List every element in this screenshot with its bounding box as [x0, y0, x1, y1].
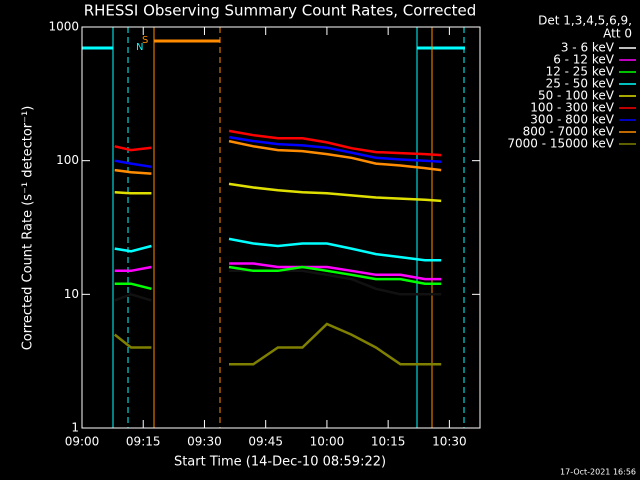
x-tick-label: 09:45 — [248, 435, 283, 449]
legend-label: 50 - 100 keV — [538, 89, 615, 103]
series-line — [114, 129, 442, 157]
y-tick-label: 100 — [56, 153, 79, 167]
y-tick-label: 1 — [71, 421, 79, 435]
legend-label: 12 - 25 keV — [546, 65, 615, 79]
x-axis-label: Start Time (14-Dec-10 08:59:22) — [174, 455, 386, 470]
series-line — [114, 262, 442, 281]
legend-header: Att 0 — [603, 27, 632, 41]
plot-frame — [81, 26, 481, 429]
y-axis-label: Corrected Count Rate (s⁻¹ detector⁻¹) — [21, 106, 36, 351]
y-tick-label: 10 — [64, 287, 79, 301]
annotation: N — [136, 42, 143, 53]
x-tick-label: 10:30 — [432, 435, 467, 449]
legend-label: 7000 - 15000 keV — [507, 137, 614, 151]
y-tick-label: 1000 — [48, 20, 79, 34]
legend-label: 25 - 50 keV — [546, 77, 615, 91]
legend-header: Det 1,3,4,5,6,9, — [538, 14, 632, 28]
legend-label: 300 - 800 keV — [530, 113, 614, 127]
flags: S N — [82, 27, 465, 428]
footer: 17-Oct-2021 16:56 — [560, 468, 636, 477]
annotation: S — [142, 35, 148, 46]
series-line — [114, 265, 442, 291]
legend-label: 6 - 12 keV — [553, 53, 615, 67]
legend-label: 3 - 6 keV — [561, 41, 615, 55]
series-line — [114, 135, 442, 169]
series-line — [114, 139, 442, 175]
series-line — [114, 237, 442, 262]
chart-title: RHESSI Observing Summary Count Rates, Co… — [84, 2, 477, 20]
legend-label: 100 - 300 keV — [530, 101, 614, 115]
series-line — [113, 322, 442, 366]
series-line — [114, 182, 442, 203]
x-tick-label: 10:00 — [310, 435, 345, 449]
legend-label: 800 - 7000 keV — [523, 125, 615, 139]
x-tick-label: 09:00 — [65, 435, 100, 449]
x-tick-label: 10:15 — [371, 435, 406, 449]
x-tick-label: 09:30 — [187, 435, 222, 449]
x-tick-label: 09:15 — [126, 435, 161, 449]
